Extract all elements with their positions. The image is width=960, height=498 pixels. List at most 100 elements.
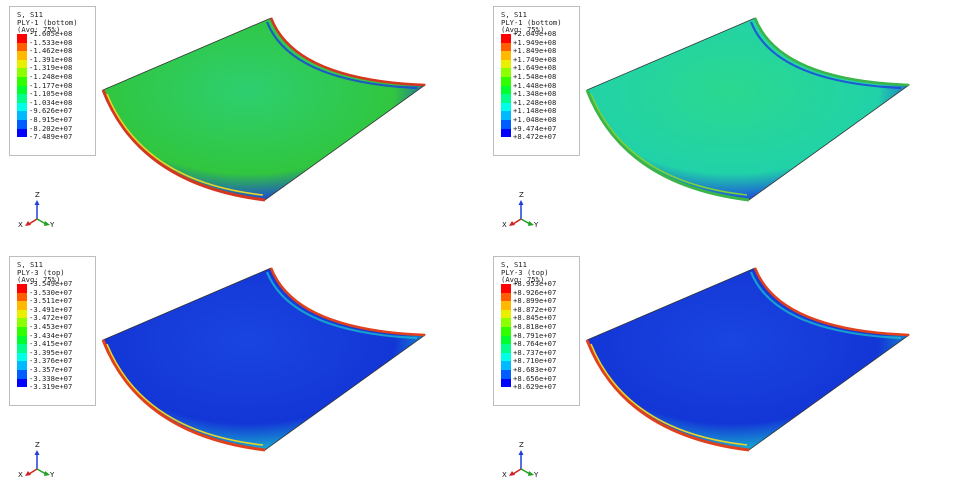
shell-front-edge xyxy=(585,339,750,452)
axis-label-x: X xyxy=(502,471,507,479)
legend-swatch xyxy=(501,370,511,379)
shell-contour-plot xyxy=(585,267,911,452)
legend-swatch xyxy=(17,34,27,43)
legend-avg: (Avg: 75%) xyxy=(17,275,61,284)
legend-value: +1.248e+08 xyxy=(513,97,557,107)
legend-swatch xyxy=(501,102,511,112)
legend-value: +1.649e+08 xyxy=(513,63,557,73)
shell-front-edge-band xyxy=(106,93,264,196)
legend-value: -3.549e+07 xyxy=(29,279,73,288)
axis-triad-icon xyxy=(25,450,50,476)
legend-swatch xyxy=(501,120,511,129)
legend-value: -9.626e+07 xyxy=(29,106,73,116)
axis-label-z: Z xyxy=(519,441,524,449)
legend-value: -3.434e+07 xyxy=(29,330,73,340)
shell-surface xyxy=(586,267,911,451)
axis-triad-icon xyxy=(509,200,534,226)
legend-swatch xyxy=(17,309,27,319)
legend-swatch xyxy=(17,94,27,103)
legend-value: +1.849e+08 xyxy=(513,46,557,56)
legend-swatch xyxy=(501,42,511,52)
legend-swatch xyxy=(17,284,27,293)
contour-legend: S, S11 PLY-3 (top) (Avg: 75%) -3.549e+07 -3.… xyxy=(9,256,96,406)
legend-swatch xyxy=(17,77,27,86)
legend-swatch xyxy=(17,361,27,370)
legend-value: -8.915e+07 xyxy=(29,115,73,124)
legend-value: +1.749e+08 xyxy=(513,54,557,64)
legend-swatch xyxy=(501,284,511,293)
legend-value: +8.764e+07 xyxy=(513,339,557,349)
contour-panel-2: S, S11 PLY-1 (bottom) (Avg: 75%) +2.049e+08… xyxy=(484,0,960,248)
legend-value: -1.462e+08 xyxy=(29,46,73,56)
legend-value: +2.049e+08 xyxy=(513,29,557,38)
legend-value: +1.448e+08 xyxy=(513,80,557,90)
axis-label-z: Z xyxy=(35,441,40,449)
contour-panel-4: S, S11 PLY-3 (top) (Avg: 75%) +8.953e+07 +8.… xyxy=(484,250,960,498)
legend-value: +8.683e+07 xyxy=(513,365,557,374)
shell-surface xyxy=(102,17,427,201)
legend-swatch xyxy=(17,352,27,362)
legend-value: -1.248e+08 xyxy=(29,72,73,81)
legend-value: -3.472e+07 xyxy=(29,313,73,323)
legend-value: -1.533e+08 xyxy=(29,37,73,47)
axis-label-y: Y xyxy=(534,471,539,479)
legend-swatch xyxy=(501,344,511,353)
legend-value: -3.511e+07 xyxy=(29,296,73,306)
shell-back-edge-band xyxy=(749,21,902,90)
legend-value: -1.319e+08 xyxy=(29,63,73,73)
axis-label-y: Y xyxy=(50,221,55,229)
shell-front-edge-band xyxy=(106,343,264,446)
legend-swatch xyxy=(501,301,511,310)
legend-swatch xyxy=(501,327,511,336)
shell-back-edge-band xyxy=(749,271,902,340)
legend-swatch xyxy=(501,378,511,388)
legend-swatch xyxy=(17,318,27,327)
legend-swatch xyxy=(501,128,511,138)
legend-swatch xyxy=(17,85,27,95)
axis-label-x: X xyxy=(18,471,23,479)
legend-swatch xyxy=(17,335,27,345)
shell-contour-plot xyxy=(101,17,427,202)
legend-value: +8.472e+07 xyxy=(513,132,557,142)
legend-avg: (Avg: 75%) xyxy=(17,25,61,34)
legend-value: +8.737e+07 xyxy=(513,347,557,357)
legend-swatch xyxy=(501,85,511,95)
legend-value: -3.338e+07 xyxy=(29,373,73,383)
legend-value: -1.034e+08 xyxy=(29,97,73,107)
legend-swatch xyxy=(501,94,511,103)
legend-ply: PLY-1 (bottom) xyxy=(501,17,562,27)
axis-label-y: Y xyxy=(534,221,539,229)
legend-title: S, S11 xyxy=(17,260,43,269)
shell-front-edge xyxy=(101,89,266,202)
legend-value: +8.818e+07 xyxy=(513,322,557,331)
legend-value: -1.105e+08 xyxy=(29,89,73,99)
shell-front-edge xyxy=(101,339,266,452)
legend-value: +8.656e+07 xyxy=(513,373,557,383)
legend-swatch xyxy=(17,120,27,129)
shell-back-edge-band xyxy=(265,21,418,90)
legend-value: +8.845e+07 xyxy=(513,313,557,323)
shell-back-edge-band xyxy=(265,271,418,340)
shell-back-edge xyxy=(269,267,426,337)
contour-legend: S, S11 PLY-3 (top) (Avg: 75%) +8.953e+07 +8.… xyxy=(493,256,580,406)
legend-swatch xyxy=(17,42,27,52)
axis-triad-icon xyxy=(509,450,534,476)
axis-triad: Z X Y xyxy=(18,441,56,479)
legend-swatch xyxy=(17,59,27,69)
axis-triad: Z X Y xyxy=(502,441,540,479)
legend-value: -3.491e+07 xyxy=(29,304,73,314)
legend-value: -1.177e+08 xyxy=(29,80,73,90)
legend-swatch xyxy=(17,327,27,336)
legend-value: +1.348e+08 xyxy=(513,89,557,99)
legend-title: S, S11 xyxy=(501,260,527,269)
legend-title: S, S11 xyxy=(17,10,43,19)
shell-surface xyxy=(102,267,427,451)
legend-value: +1.949e+08 xyxy=(513,37,557,47)
legend-value: -3.453e+07 xyxy=(29,322,73,331)
legend-value: -3.415e+07 xyxy=(29,339,73,349)
legend-value: -3.376e+07 xyxy=(29,356,73,366)
legend-value: -3.530e+07 xyxy=(29,287,73,297)
legend-swatch xyxy=(17,301,27,310)
legend-value: -7.489e+07 xyxy=(29,132,73,142)
shell-back-edge xyxy=(753,267,910,337)
